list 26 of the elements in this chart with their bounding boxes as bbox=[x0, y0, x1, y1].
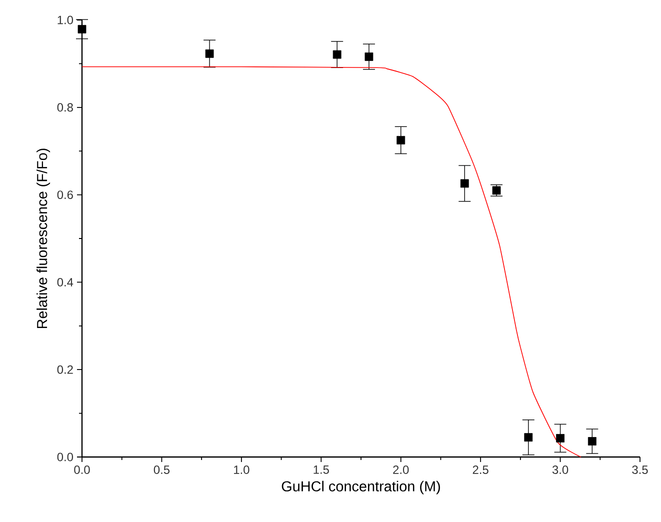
y-tick-label: 1.0 bbox=[58, 16, 74, 24]
y-tick-label: 0.8 bbox=[57, 103, 73, 112]
x-tick-label: 0.0 bbox=[74, 466, 90, 474]
x-tick-label: 0.5 bbox=[154, 466, 170, 474]
y-axis-title: Relative fluorescence (F/Fo) bbox=[36, 148, 50, 328]
point bbox=[205, 49, 214, 58]
line-series bbox=[82, 66, 582, 458]
point bbox=[332, 50, 342, 59]
y-tick-label: 0.4 bbox=[57, 278, 74, 286]
point bbox=[588, 437, 596, 446]
y-tick-label: 0.6 bbox=[57, 190, 73, 200]
x-tick-label: 1.5 bbox=[314, 466, 329, 474]
x-axis-title: GuHCl concentration (M) bbox=[282, 480, 440, 494]
point bbox=[460, 179, 469, 188]
x-tick-label: 3.0 bbox=[552, 466, 568, 474]
y-tick-label: 0.2 bbox=[57, 365, 73, 374]
point bbox=[524, 433, 533, 442]
point bbox=[78, 24, 86, 34]
x-tick-label: 2.0 bbox=[393, 466, 409, 474]
point bbox=[364, 52, 374, 61]
y-tick-label: 0.0 bbox=[57, 452, 74, 462]
x-tick-label: 3.5 bbox=[632, 466, 648, 474]
x-tick-label: 1.0 bbox=[234, 466, 250, 474]
x-tick-label: 2.5 bbox=[472, 466, 488, 474]
point bbox=[556, 434, 564, 442]
point bbox=[396, 136, 406, 144]
